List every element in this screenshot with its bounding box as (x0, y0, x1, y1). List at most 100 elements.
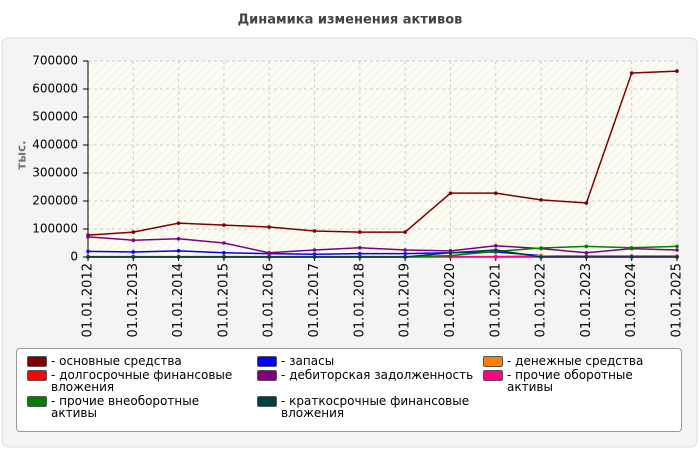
y-tick-label: 300000 (32, 166, 78, 180)
x-tick-label: 01.01.2013 (126, 263, 141, 337)
point (493, 244, 498, 248)
point (629, 245, 634, 250)
point (675, 244, 679, 249)
legend: основные средства запасы денежные средства… (16, 348, 682, 432)
y-axis-label: тыс. (15, 140, 29, 169)
point (629, 255, 634, 259)
plot-area (88, 61, 677, 257)
x-tick-label: 01.01.2022 (534, 263, 549, 337)
series-line (88, 249, 677, 258)
series-line (87, 70, 678, 236)
legend-label: краткосрочные финансовые вложения (281, 395, 476, 419)
point (403, 230, 407, 234)
point (358, 245, 362, 250)
point (176, 249, 181, 253)
point (539, 255, 543, 259)
point (584, 244, 589, 249)
point (222, 223, 226, 227)
legend-swatch (257, 356, 277, 367)
point (176, 255, 181, 259)
point (493, 191, 498, 195)
point (131, 238, 136, 242)
point (267, 225, 272, 229)
point (493, 254, 498, 259)
series-line (87, 236, 678, 254)
legend-swatch (257, 396, 277, 407)
legend-label: прочие оборотные активы (507, 369, 673, 393)
point (222, 241, 226, 245)
point (222, 251, 226, 255)
y-tick-label: 200000 (32, 194, 78, 208)
point (86, 235, 90, 239)
legend-swatch (27, 356, 47, 367)
legend-item: дебиторская задолженность (257, 369, 483, 393)
point (358, 230, 362, 234)
legend-label: запасы (281, 355, 334, 367)
x-tick-label: 01.01.2023 (579, 263, 594, 337)
point (629, 71, 634, 75)
point (448, 191, 453, 195)
legend-swatch (27, 370, 47, 381)
legend-item: основные средства (27, 355, 257, 367)
x-tick-label: 01.01.2015 (216, 263, 231, 337)
point (176, 237, 181, 241)
x-tick-label: 01.01.2021 (488, 263, 503, 337)
legend-label: прочие внеоборотные активы (51, 395, 246, 419)
legend-swatch (483, 370, 503, 381)
point (584, 255, 589, 259)
x-tick-label: 01.01.2018 (352, 263, 367, 337)
legend-label: долгосрочные финансовые вложения (51, 369, 246, 393)
point (539, 246, 543, 250)
legend-swatch (27, 396, 47, 407)
x-tick-label: 01.01.2016 (262, 263, 277, 337)
y-tick-label: 100000 (32, 222, 78, 236)
y-tick-label: 700000 (32, 54, 78, 68)
point (448, 253, 453, 258)
legend-item: запасы (257, 355, 483, 367)
point (675, 69, 679, 73)
x-tick-label: 01.01.2024 (624, 263, 639, 337)
point (312, 255, 317, 259)
point (131, 255, 136, 259)
y-tick-label: 0 (70, 250, 78, 264)
point (539, 198, 543, 202)
x-tick-label: 01.01.2019 (398, 263, 413, 337)
point (86, 255, 90, 259)
point (448, 251, 453, 255)
x-tick-label: 01.01.2020 (443, 263, 458, 337)
point (312, 229, 317, 233)
legend-item: краткосрочные финансовые вложения (257, 395, 483, 419)
point (358, 255, 362, 259)
point (267, 255, 272, 259)
point (267, 251, 272, 255)
chart-title: Динамика изменения активов (238, 13, 463, 28)
point (358, 251, 362, 256)
legend-item: прочие внеоборотные активы (27, 395, 257, 419)
x-tick-label: 01.01.2017 (307, 263, 322, 337)
y-tick-label: 500000 (32, 110, 78, 124)
point (222, 255, 226, 259)
legend-item: прочие оборотные активы (483, 369, 673, 393)
point (493, 248, 498, 252)
point (403, 251, 407, 256)
x-tick-label: 01.01.2012 (81, 263, 96, 337)
legend-swatch (483, 356, 503, 367)
y-tick-label: 600000 (32, 82, 78, 96)
legend-swatch (257, 370, 277, 381)
point (584, 251, 589, 255)
legend-label: основные средства (51, 355, 182, 367)
legend-label: дебиторская задолженность (281, 369, 473, 381)
point (675, 255, 679, 259)
point (131, 230, 136, 234)
legend-item: денежные средства (483, 355, 673, 367)
point (584, 201, 589, 205)
point (131, 250, 136, 254)
x-tick-label: 01.01.2025 (670, 263, 685, 337)
point (86, 249, 90, 254)
point (312, 248, 317, 252)
point (403, 255, 407, 259)
legend-label: денежные средства (507, 355, 643, 367)
point (403, 248, 407, 252)
y-tick-label: 400000 (32, 138, 78, 152)
